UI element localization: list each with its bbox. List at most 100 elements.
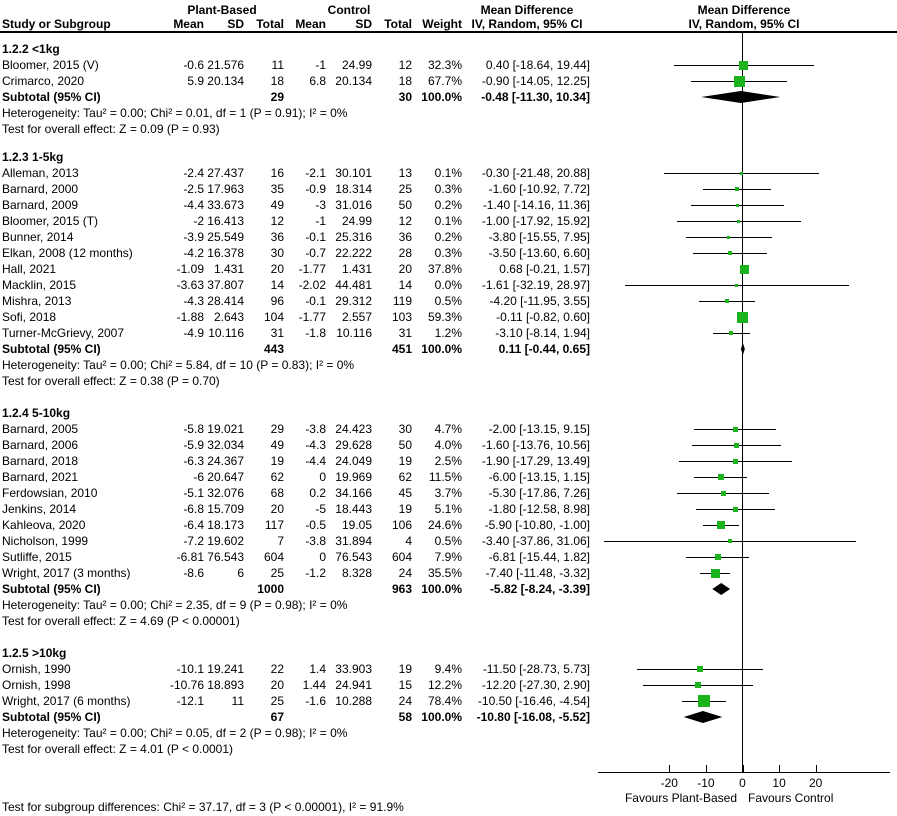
ci-text: -3.50 [-13.60, 6.60] — [488, 246, 590, 260]
axis-tick — [669, 765, 671, 773]
mean-plant-based: -7.2 — [183, 534, 204, 548]
weight-value: 59.3% — [427, 310, 462, 324]
mean-control: -0.1 — [305, 230, 326, 244]
favours-left-label: Favours Plant-Based — [624, 791, 737, 805]
study-row: Bloomer, 2015 (T) -2 16.413 12 -1 24.99 12 0.1%… — [0, 213, 897, 229]
mean-control: 1.44 — [302, 678, 326, 692]
study-row: Jenkins, 2014 -6.8 15.709 20 -5 18.443 19 5.1% -… — [0, 501, 897, 517]
total-plant-based: 62 — [270, 470, 284, 484]
total-control: 24 — [398, 566, 412, 580]
section-header-row: 1.2.3 1-5kg — [2, 150, 64, 164]
sd-control: 34.166 — [335, 486, 372, 500]
study-name: Barnard, 2000 — [2, 182, 79, 196]
weight-value: 0.1% — [434, 166, 462, 180]
sd-plant-based: 19.021 — [207, 422, 244, 436]
total-control: 20 — [398, 262, 412, 276]
weight-value: 0.1% — [434, 214, 462, 228]
ci-text: -1.80 [-12.58, 8.98] — [488, 502, 590, 516]
sd-plant-based: 19.241 — [207, 662, 244, 676]
study-name: Sofi, 2018 — [2, 310, 57, 324]
zero-effect-line — [742, 33, 743, 772]
total-control: 103 — [391, 310, 412, 324]
subtotal-label: Subtotal (95% CI) — [2, 342, 101, 356]
axis-tick-label: 20 — [809, 776, 823, 790]
total-control: 45 — [398, 486, 412, 500]
sd-plant-based: 1.431 — [213, 262, 244, 276]
subtotal-weight: 100.0% — [421, 582, 462, 596]
study-name: Kahleova, 2020 — [2, 518, 86, 532]
study-name: Barnard, 2021 — [2, 470, 79, 484]
sd-plant-based: 11 — [231, 694, 244, 708]
total-plant-based: 35 — [270, 182, 284, 196]
study-name: Sutliffe, 2015 — [2, 550, 72, 564]
weight-value: 0.2% — [434, 230, 462, 244]
effect-square — [717, 474, 724, 480]
study-row: Barnard, 2009 -4.4 33.673 49 -3 31.016 50 0.2% -… — [0, 197, 897, 213]
pooled-diamond — [701, 91, 781, 103]
total-control: 50 — [398, 438, 412, 452]
sd-plant-based: 2.643 — [213, 310, 244, 324]
weight-value: 35.5% — [427, 566, 462, 580]
mean-control: 0 — [319, 550, 326, 564]
effect-square — [739, 60, 749, 70]
study-name: Bloomer, 2015 (T) — [2, 214, 99, 228]
subtotal-total-control: 451 — [391, 342, 412, 356]
effect-square — [694, 682, 701, 688]
subtotal-total-plant-based: 443 — [263, 342, 284, 356]
subgroup-differences-note: Test for subgroup differences: Chi² = 37… — [2, 800, 404, 814]
mean-plant-based: -5.1 — [183, 486, 204, 500]
total-control: 19 — [398, 502, 412, 516]
mean-plant-based: -6.81 — [176, 550, 204, 564]
sd-control: 22.222 — [335, 246, 372, 260]
sd-control: 24.941 — [335, 678, 372, 692]
weight-value: 2.5% — [434, 454, 462, 468]
subtotal-row: Subtotal (95% CI) 67 58 100.0% -10.80 [-16.0… — [0, 709, 897, 725]
subtotal-row: Subtotal (95% CI) 29 30 100.0% -0.48 [-11.30… — [0, 89, 897, 105]
effect-square — [735, 283, 739, 287]
heterogeneity-note: Heterogeneity: Tau² = 0.00; Chi² = 5.84,… — [2, 358, 355, 372]
sd-plant-based: 6 — [237, 566, 244, 580]
total-plant-based: 22 — [270, 662, 284, 676]
study-row: Ornish, 1990 -10.1 19.241 22 1.4 33.903 19 9.4%… — [0, 661, 897, 677]
mean-plant-based: -2.4 — [183, 166, 204, 180]
study-row: Macklin, 2015 -3.63 37.807 14 -2.02 44.481 14 0… — [0, 277, 897, 293]
column-header-sd-control: SD — [355, 17, 372, 31]
effect-square — [710, 568, 720, 578]
effect-square — [714, 554, 721, 560]
column-header-iv-ci-plot: IV, Random, 95% CI — [688, 17, 800, 31]
total-control: 18 — [398, 74, 412, 88]
weight-value: 5.1% — [434, 502, 462, 516]
subtotal-row: Subtotal (95% CI) 443 451 100.0% 0.11 [-0.44… — [0, 341, 897, 357]
ci-text: -6.00 [-13.15, 1.15] — [488, 470, 590, 484]
effect-square — [727, 251, 732, 255]
sd-plant-based: 20.647 — [207, 470, 244, 484]
total-control: 14 — [398, 278, 412, 292]
section-header-row: 1.2.2 <1kg — [2, 42, 60, 56]
sd-control: 1.431 — [341, 262, 372, 276]
total-control: 106 — [391, 518, 412, 532]
mean-control: -3 — [315, 198, 326, 212]
mean-plant-based: -4.9 — [183, 326, 204, 340]
total-plant-based: 18 — [270, 74, 284, 88]
study-row: Crimarco, 2020 5.9 20.134 18 6.8 20.134 18 67.7… — [0, 73, 897, 89]
heterogeneity-note: Heterogeneity: Tau² = 0.00; Chi² = 0.01,… — [2, 106, 348, 120]
group-header-control: Control — [327, 3, 371, 17]
sd-plant-based: 17.963 — [207, 182, 244, 196]
mean-control: 0.2 — [309, 486, 326, 500]
sd-plant-based: 28.414 — [207, 294, 244, 308]
ci-text: -11.50 [-28.73, 5.73] — [482, 662, 590, 676]
sd-plant-based: 27.437 — [207, 166, 244, 180]
sd-control: 76.543 — [335, 550, 372, 564]
subtotal-ci-text: -0.48 [-11.30, 10.34] — [481, 90, 590, 104]
mean-plant-based: -6.4 — [183, 518, 204, 532]
study-row: Sofi, 2018 -1.88 2.643 104 -1.77 2.557 103 59.3… — [0, 309, 897, 325]
ci-text: -1.60 [-13.76, 10.56] — [481, 438, 590, 452]
study-row: Ferdowsian, 2010 -5.1 32.076 68 0.2 34.166 45 3… — [0, 485, 897, 501]
ci-text: -2.00 [-13.15, 9.15] — [488, 422, 590, 436]
mean-control: -1.6 — [305, 694, 326, 708]
weight-value: 32.3% — [427, 58, 462, 72]
subtotal-total-control: 30 — [398, 90, 412, 104]
study-row: Bunner, 2014 -3.9 25.549 36 -0.1 25.316 36 0.2%… — [0, 229, 897, 245]
favours-right-label: Favours Control — [748, 791, 834, 805]
